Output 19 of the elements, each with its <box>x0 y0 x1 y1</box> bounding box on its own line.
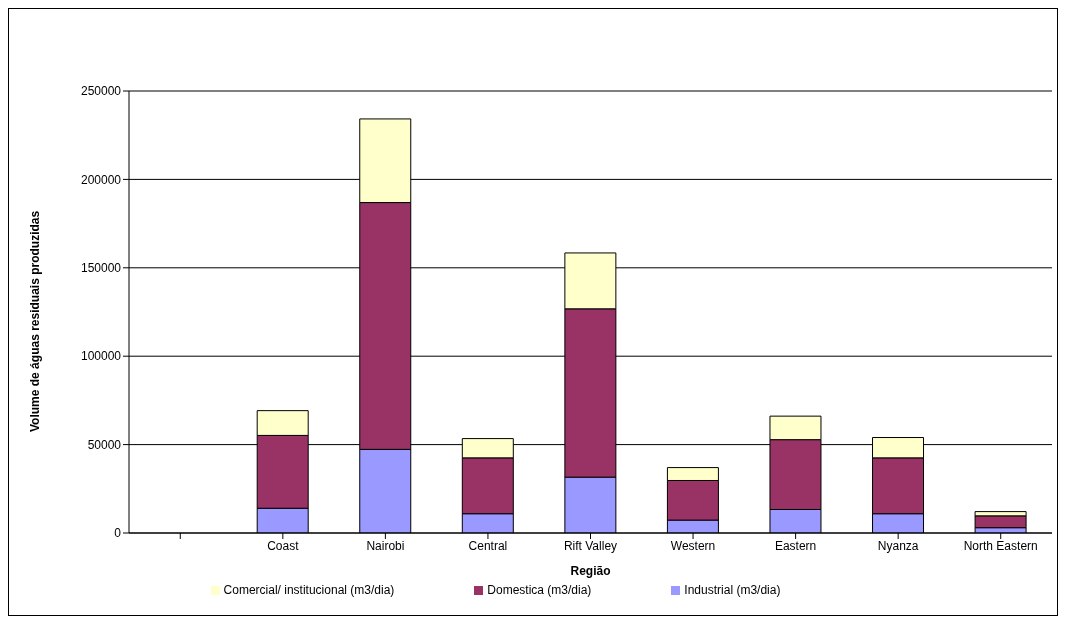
x-tick-label: Nairobi <box>366 538 405 553</box>
x-tick-label: Nyanza <box>877 538 919 553</box>
legend-label: Domestica (m3/dia) <box>487 583 592 597</box>
y-tick-label: 50000 <box>87 437 122 452</box>
x-tick-label: Central <box>468 538 508 553</box>
legend-label: Industrial (m3/dia) <box>684 583 781 597</box>
y-axis-title: Volume de águas residuais produzidas <box>28 210 43 432</box>
y-tick-label: 250000 <box>80 84 122 99</box>
x-tick-label: Rift Valley <box>563 538 618 553</box>
y-tick-label: 0 <box>114 526 122 541</box>
x-tick-label: Eastern <box>774 538 817 553</box>
x-axis-title: Região <box>570 564 611 578</box>
x-tick-label: Coast <box>267 538 300 553</box>
legend-label: Comercial/ institucional (m3/dia) <box>223 583 395 597</box>
x-tick-label: North Eastern <box>963 538 1038 553</box>
x-tick-label: Western <box>670 538 716 553</box>
y-tick-label: 150000 <box>80 261 122 276</box>
y-tick-label: 200000 <box>80 172 122 187</box>
y-tick-label: 100000 <box>80 349 122 364</box>
